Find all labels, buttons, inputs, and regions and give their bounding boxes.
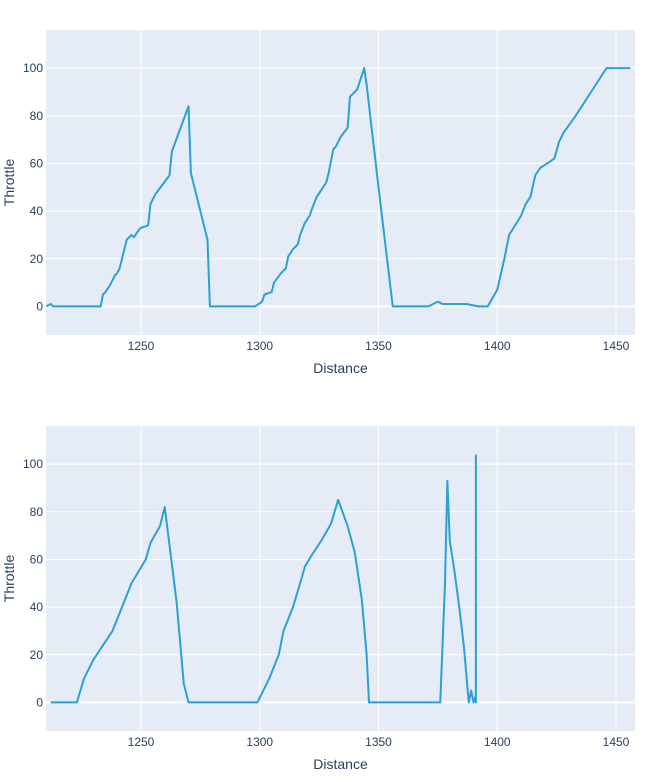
plot-area	[46, 30, 635, 335]
y-tick-label: 40	[30, 600, 44, 614]
y-tick-label: 20	[30, 648, 44, 662]
x-tick-label: 1350	[365, 339, 392, 353]
x-tick-label: 1400	[484, 339, 511, 353]
y-tick-label: 60	[30, 552, 44, 566]
plot-area	[46, 426, 635, 731]
y-tick-label: 60	[30, 156, 44, 170]
x-tick-label: 1450	[603, 735, 630, 749]
x-tick-label: 1300	[246, 339, 273, 353]
y-tick-label: 80	[30, 109, 44, 123]
x-tick-label: 1450	[603, 339, 630, 353]
series-line	[50, 454, 477, 704]
y-tick-label: 40	[30, 204, 44, 218]
y-axis-title: Throttle	[1, 159, 17, 207]
y-tick-label: 80	[30, 505, 44, 519]
x-tick-label: 1350	[365, 735, 392, 749]
chart-panel-bottom: 1250 1300 1350 1400 1450 0 20 40 60 80 100 Distance…	[1, 426, 635, 772]
series-line	[46, 67, 631, 308]
x-axis-title: Distance	[313, 360, 368, 376]
y-tick-label: 100	[23, 457, 43, 471]
chart-panel-top: 1250 1300 1350 1400 1450 0 20 40 60 80 100 Distance…	[1, 30, 635, 376]
x-axis-title: Distance	[313, 756, 368, 772]
x-tick-label: 1300	[246, 735, 273, 749]
x-tick-label: 1250	[128, 735, 155, 749]
x-tick-label: 1250	[128, 339, 155, 353]
y-tick-label: 100	[23, 61, 43, 75]
y-tick-label: 20	[30, 252, 44, 266]
y-tick-label: 0	[36, 299, 43, 313]
y-axis-title: Throttle	[1, 555, 17, 603]
x-tick-label: 1400	[484, 735, 511, 749]
y-tick-label: 0	[36, 695, 43, 709]
